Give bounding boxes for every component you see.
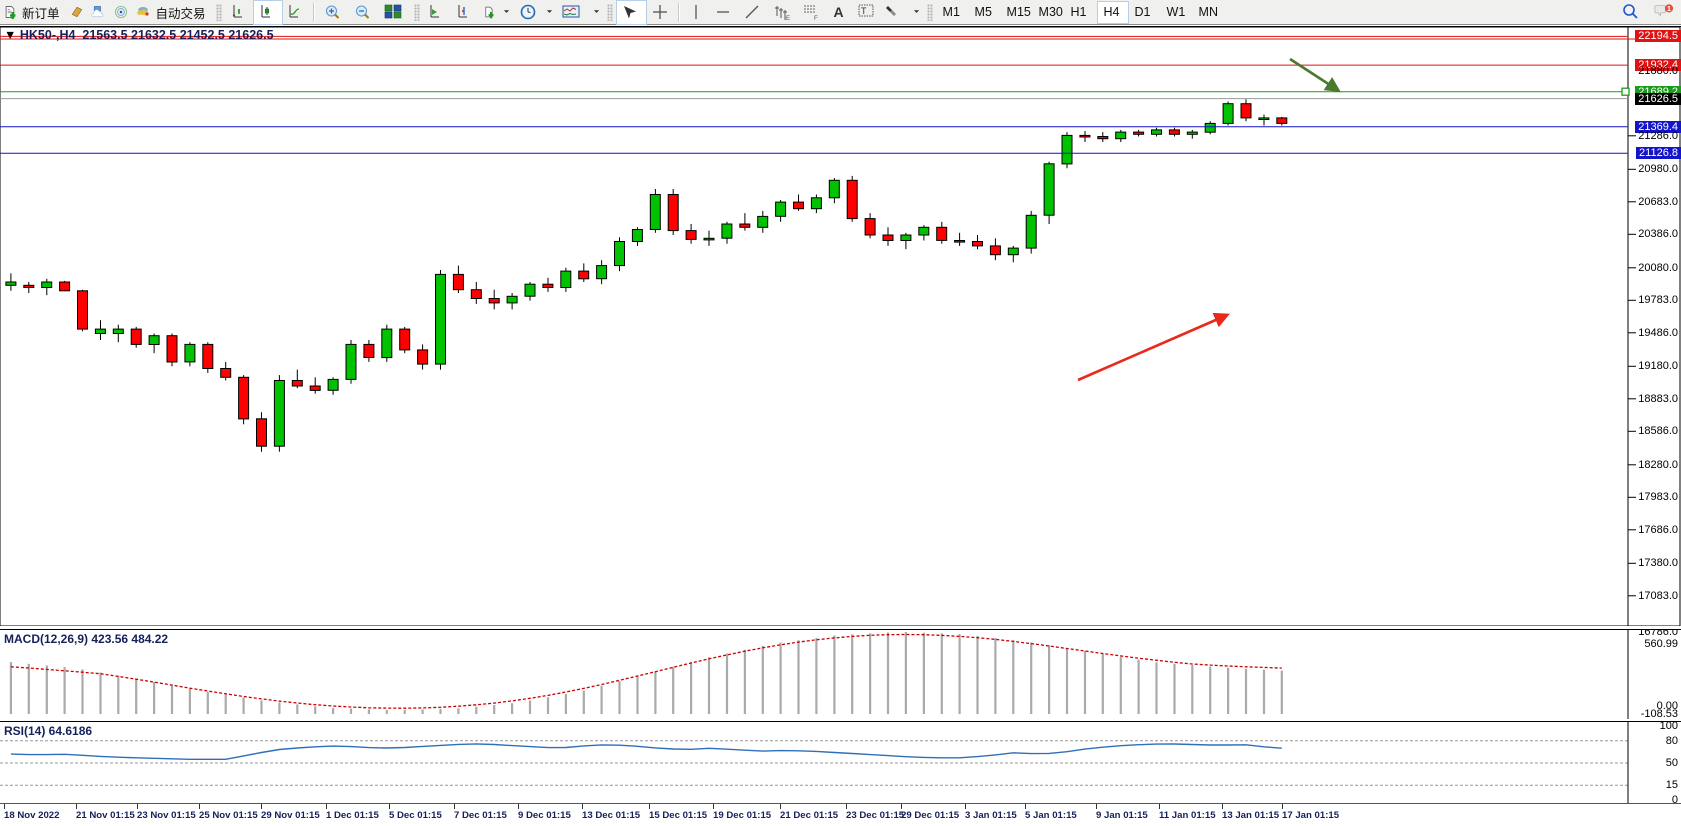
svg-text:E: E <box>786 16 790 20</box>
svg-text:1: 1 <box>1667 4 1671 13</box>
svg-text:F: F <box>814 16 818 20</box>
svg-text:T: T <box>861 6 867 16</box>
